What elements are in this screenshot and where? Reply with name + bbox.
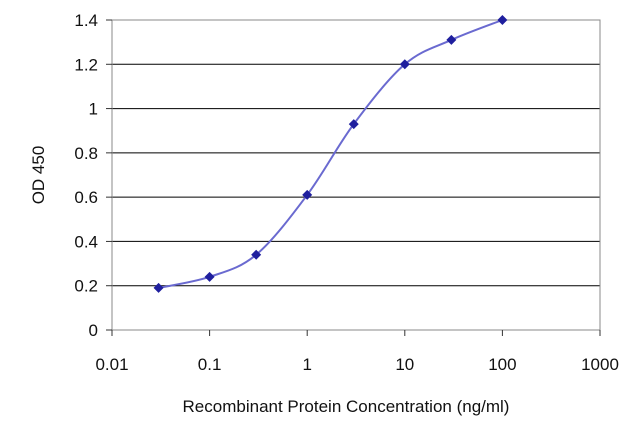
y-tick-label: 0.6 <box>74 188 98 207</box>
x-axis-title: Recombinant Protein Concentration (ng/ml… <box>183 397 510 416</box>
data-point-marker <box>204 271 215 282</box>
y-tick-label: 1.2 <box>74 55 98 74</box>
x-tick-label: 100 <box>488 355 516 374</box>
plot-frame <box>111 19 601 331</box>
x-tick-label: 1 <box>302 355 311 374</box>
data-point-marker <box>497 15 508 25</box>
x-tick-label: 1000 <box>581 355 619 374</box>
data-point-marker <box>251 249 262 260</box>
x-tick-label: 10 <box>395 355 414 374</box>
curve-layer <box>158 19 503 289</box>
data-point-marker <box>153 282 164 293</box>
y-tick-label: 0.4 <box>74 232 98 251</box>
data-point-marker <box>302 189 313 200</box>
grid-layer <box>112 19 600 287</box>
data-point-marker <box>348 119 359 130</box>
y-tick-label: 1 <box>89 100 98 119</box>
data-point-marker <box>399 59 410 70</box>
y-axis-title: OD 450 <box>29 146 48 205</box>
y-tick-label: 0.2 <box>74 277 98 296</box>
y-tick-label: 0 <box>89 321 98 340</box>
y-tick-label: 0.8 <box>74 144 98 163</box>
y-tick-label: 1.4 <box>74 11 98 30</box>
marker-layer <box>153 15 508 293</box>
x-tick-label: 0.1 <box>198 355 222 374</box>
fit-curve-line <box>158 19 503 289</box>
x-tick-label: 0.01 <box>95 355 128 374</box>
data-point-marker <box>446 34 457 45</box>
tick-layer: 0 0.2 0.4 0.6 0.8 1 1.2 1.4 0.01 0.1 1 10 100 1000 <box>74 11 619 374</box>
